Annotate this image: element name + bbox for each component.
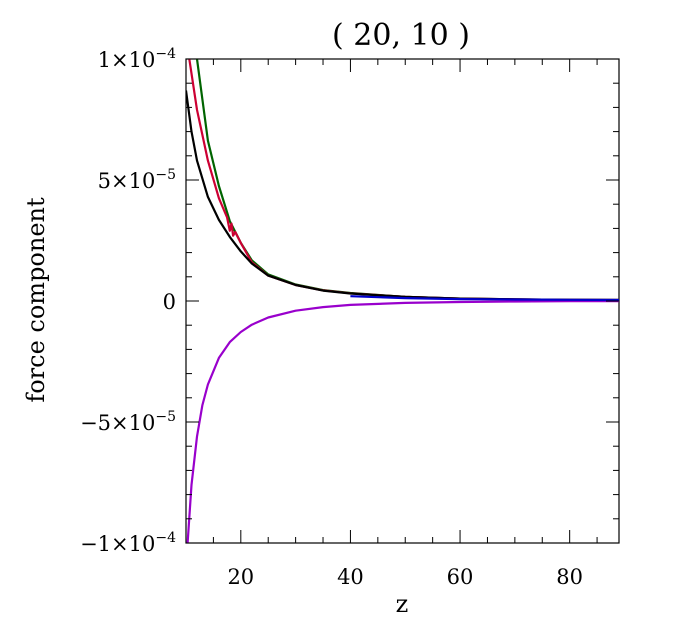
series-layer [186,59,619,543]
y-tick-label: 5×10−5 [98,167,176,193]
y-tick-label: 0 [163,290,176,314]
y-tick-label: −5×10−5 [80,409,176,435]
y-tick-label: 1×10−4 [98,46,176,72]
tick-layer [185,58,619,544]
y-tick-labels: 1×10−4 5×10−5 0 −5×10−5 −1×10−4 [80,46,176,556]
plot-area [185,58,620,544]
x-tick-labels: 20 40 60 80 [227,565,583,589]
x-tick-label: 40 [337,565,364,589]
series-line-5 [350,295,619,302]
chart-title: ( 20, 10 ) [332,18,470,53]
x-tick-label: 60 [447,565,474,589]
y-axis-label: force component [22,197,50,403]
y-tick-label: −1×10−4 [80,530,176,556]
series-line-3 [186,90,619,302]
series-line-4 [186,300,619,543]
series-line-1 [195,59,619,302]
x-tick-label: 80 [556,565,583,589]
x-axis-label: z [396,590,409,618]
x-tick-label: 20 [227,565,254,589]
